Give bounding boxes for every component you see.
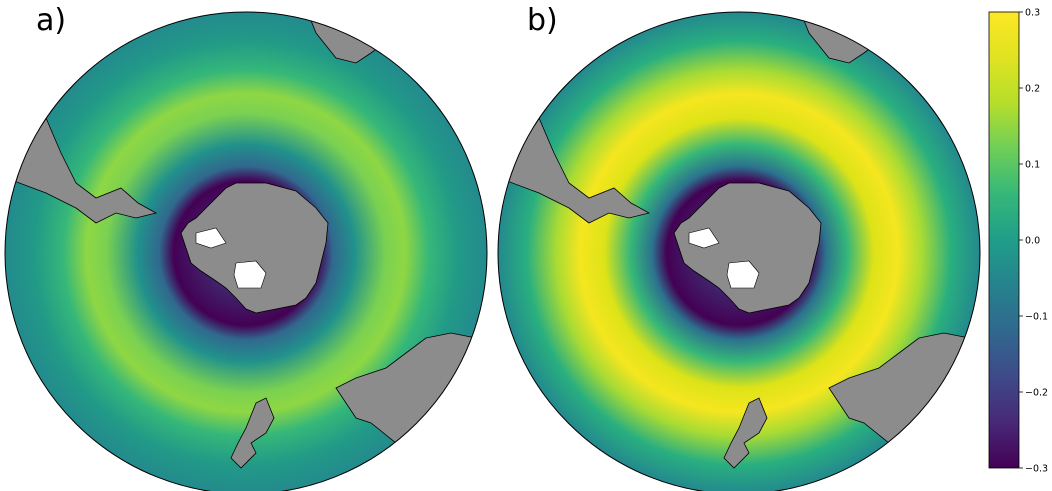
panel-a-label: a) [36, 3, 66, 38]
panel-a-ice-shelves [195, 227, 267, 289]
panel-b-ice-shelves [688, 227, 760, 289]
panel-b-label: b) [527, 3, 558, 38]
colorbar-tick-label: 0.0 [1025, 236, 1040, 247]
colorbar-tick-label: 0.3 [1025, 8, 1040, 19]
panel-a-map [4, 11, 488, 491]
panel-b-boundary [497, 11, 981, 491]
colorbar-tick-label: −0.2 [1025, 388, 1048, 399]
colorbar-tick-label: −0.3 [1025, 464, 1048, 475]
panel-a-boundary [4, 11, 488, 491]
colorbar-tick-label: 0.2 [1025, 84, 1040, 95]
panel-b-map [497, 11, 981, 491]
colorbar-tick-label: −0.1 [1025, 312, 1048, 323]
colorbar-tick-label: 0.1 [1025, 160, 1040, 171]
colorbar-bar [988, 11, 1020, 469]
colorbar-ticks: 0.3 0.2 0.1 0.0 −0.1 −0.2 −0.3 [1019, 8, 1048, 475]
colorbar: 0.3 0.2 0.1 0.0 −0.1 −0.2 −0.3 [988, 8, 1048, 475]
